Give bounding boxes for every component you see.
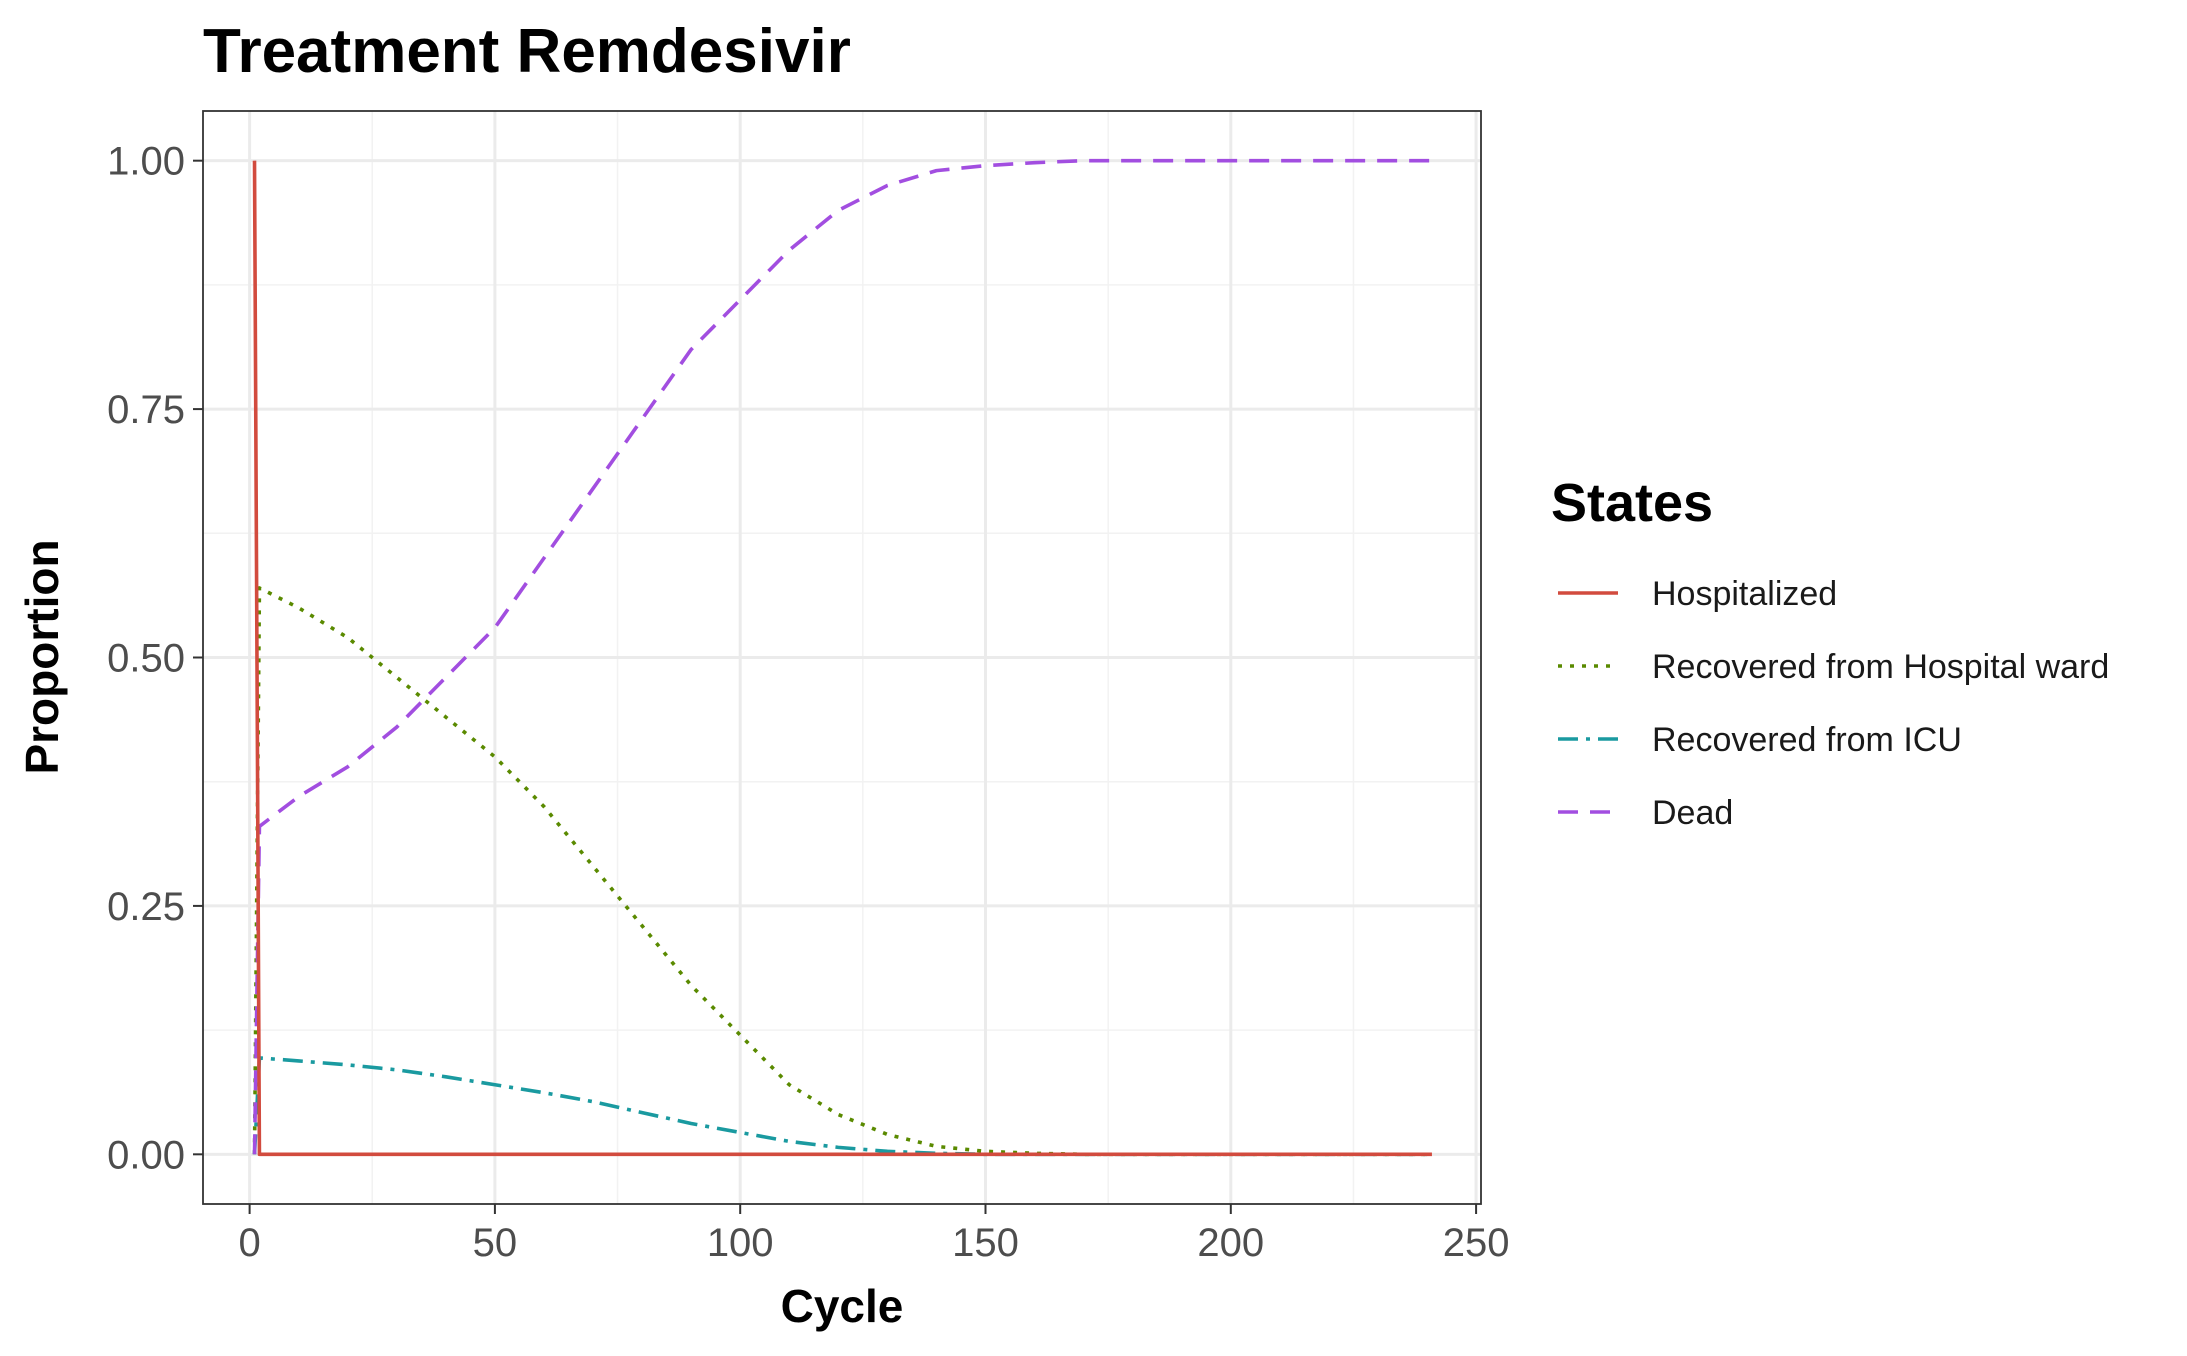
y-tick-label: 0.75	[107, 388, 185, 432]
legend-label: Hospitalized	[1652, 575, 1837, 613]
legend-label: Recovered from ICU	[1652, 721, 1962, 759]
series-layer	[252, 158, 1432, 1157]
y-tick-label: 1.00	[107, 140, 185, 184]
series-line-recovered-from-hospital-ward	[252, 586, 1432, 1157]
series-line-dead	[252, 158, 1432, 1155]
legend-label: Dead	[1652, 794, 1733, 832]
y-tick-label: 0.50	[107, 637, 185, 681]
x-tick-label: 250	[1443, 1221, 1510, 1265]
legend-title: States	[1551, 473, 1713, 533]
y-tick-label: 0.00	[107, 1133, 185, 1177]
legend-items: Hospitalized Recovered from Hospital ward…	[1558, 575, 2109, 832]
x-tick-label: 200	[1197, 1221, 1264, 1265]
series-line-hospitalized	[252, 160, 1432, 1157]
y-axis: 0.00 0.25 0.50 0.75 1.00	[107, 140, 203, 1177]
x-axis: 0 50 100 150 200 250	[238, 1204, 1509, 1265]
x-tick-label: 100	[707, 1221, 774, 1265]
series-line-recovered-from-icu	[252, 1056, 1432, 1157]
x-tick-label: 0	[238, 1221, 260, 1265]
x-tick-label: 50	[473, 1221, 518, 1265]
legend-label: Recovered from Hospital ward	[1652, 648, 2109, 686]
x-axis-title: Cycle	[781, 1280, 904, 1332]
y-axis-title: Proportion	[16, 539, 68, 774]
y-tick-label: 0.25	[107, 885, 185, 929]
x-tick-label: 150	[952, 1221, 1019, 1265]
legend: States Hospitalized Recovered from Hospit…	[1551, 473, 2109, 832]
chart-title: Treatment Remdesivir	[203, 17, 851, 86]
